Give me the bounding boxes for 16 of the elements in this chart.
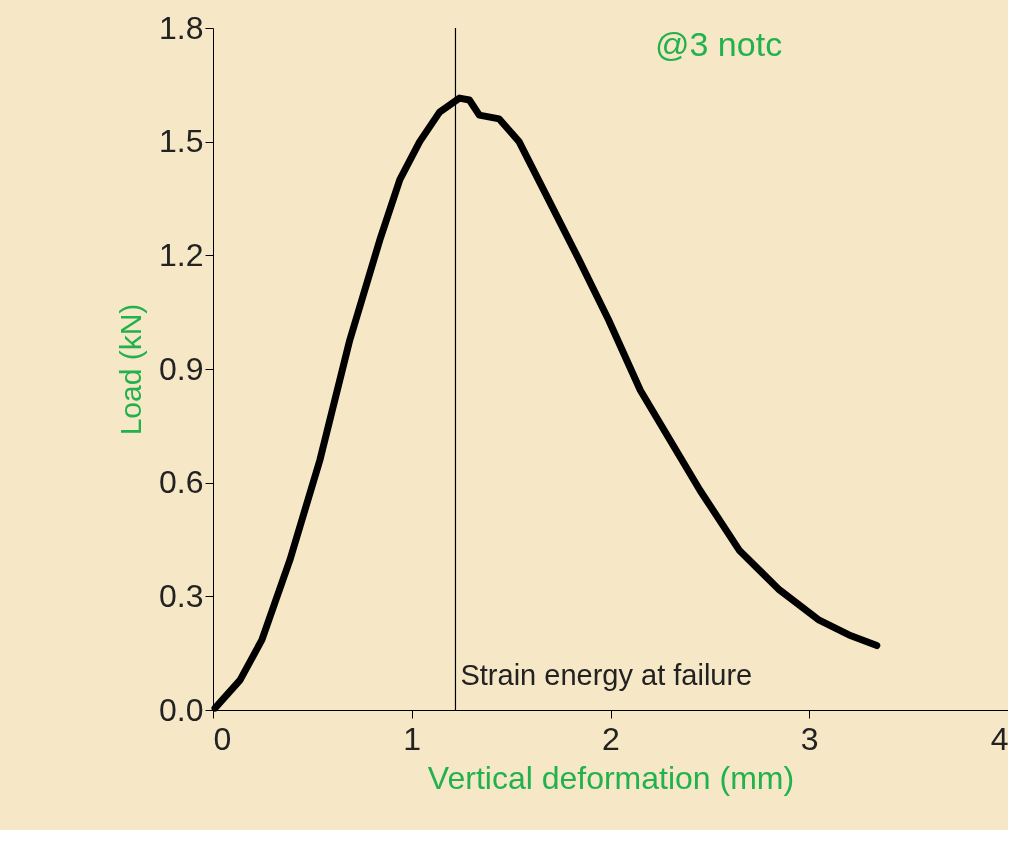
chart-title: @3 notc (655, 25, 783, 63)
y-tick-label: 0.9 (159, 350, 204, 387)
y-tick-label: 0.6 (159, 464, 204, 501)
y-tick-label: 1.8 (159, 9, 204, 46)
x-tick-label: 1 (403, 720, 422, 757)
x-tick-label: 4 (990, 720, 1009, 757)
y-axis-title: Load (kN) (114, 303, 148, 436)
y-tick-label: 1.2 (159, 236, 204, 273)
y-tick-label: 0.3 (159, 577, 204, 614)
x-tick-label: 0 (213, 720, 232, 757)
annotation: Strain energy at failure (460, 659, 753, 692)
x-axis-title: Vertical deformation (mm) (427, 759, 795, 796)
y-tick-label: 1.5 (159, 123, 204, 160)
x-tick-label: 2 (602, 720, 620, 757)
x-tick-label: 3 (800, 720, 819, 757)
y-tick-label: 0.0 (159, 691, 204, 728)
